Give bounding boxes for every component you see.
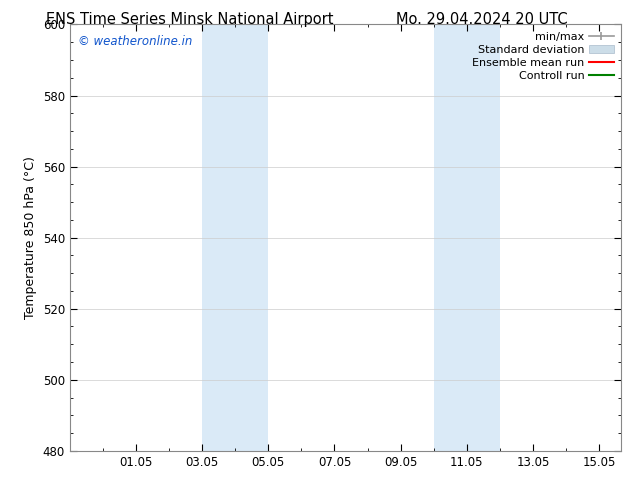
Text: © weatheronline.in: © weatheronline.in — [78, 35, 192, 48]
Text: Mo. 29.04.2024 20 UTC: Mo. 29.04.2024 20 UTC — [396, 12, 567, 27]
Legend: min/max, Standard deviation, Ensemble mean run, Controll run: min/max, Standard deviation, Ensemble me… — [470, 30, 616, 83]
Text: ENS Time Series Minsk National Airport: ENS Time Series Minsk National Airport — [46, 12, 334, 27]
Bar — [467, 24, 500, 451]
Bar — [202, 24, 235, 451]
Y-axis label: Temperature 850 hPa (°C): Temperature 850 hPa (°C) — [24, 156, 37, 319]
Bar — [235, 24, 268, 451]
Bar — [434, 24, 467, 451]
